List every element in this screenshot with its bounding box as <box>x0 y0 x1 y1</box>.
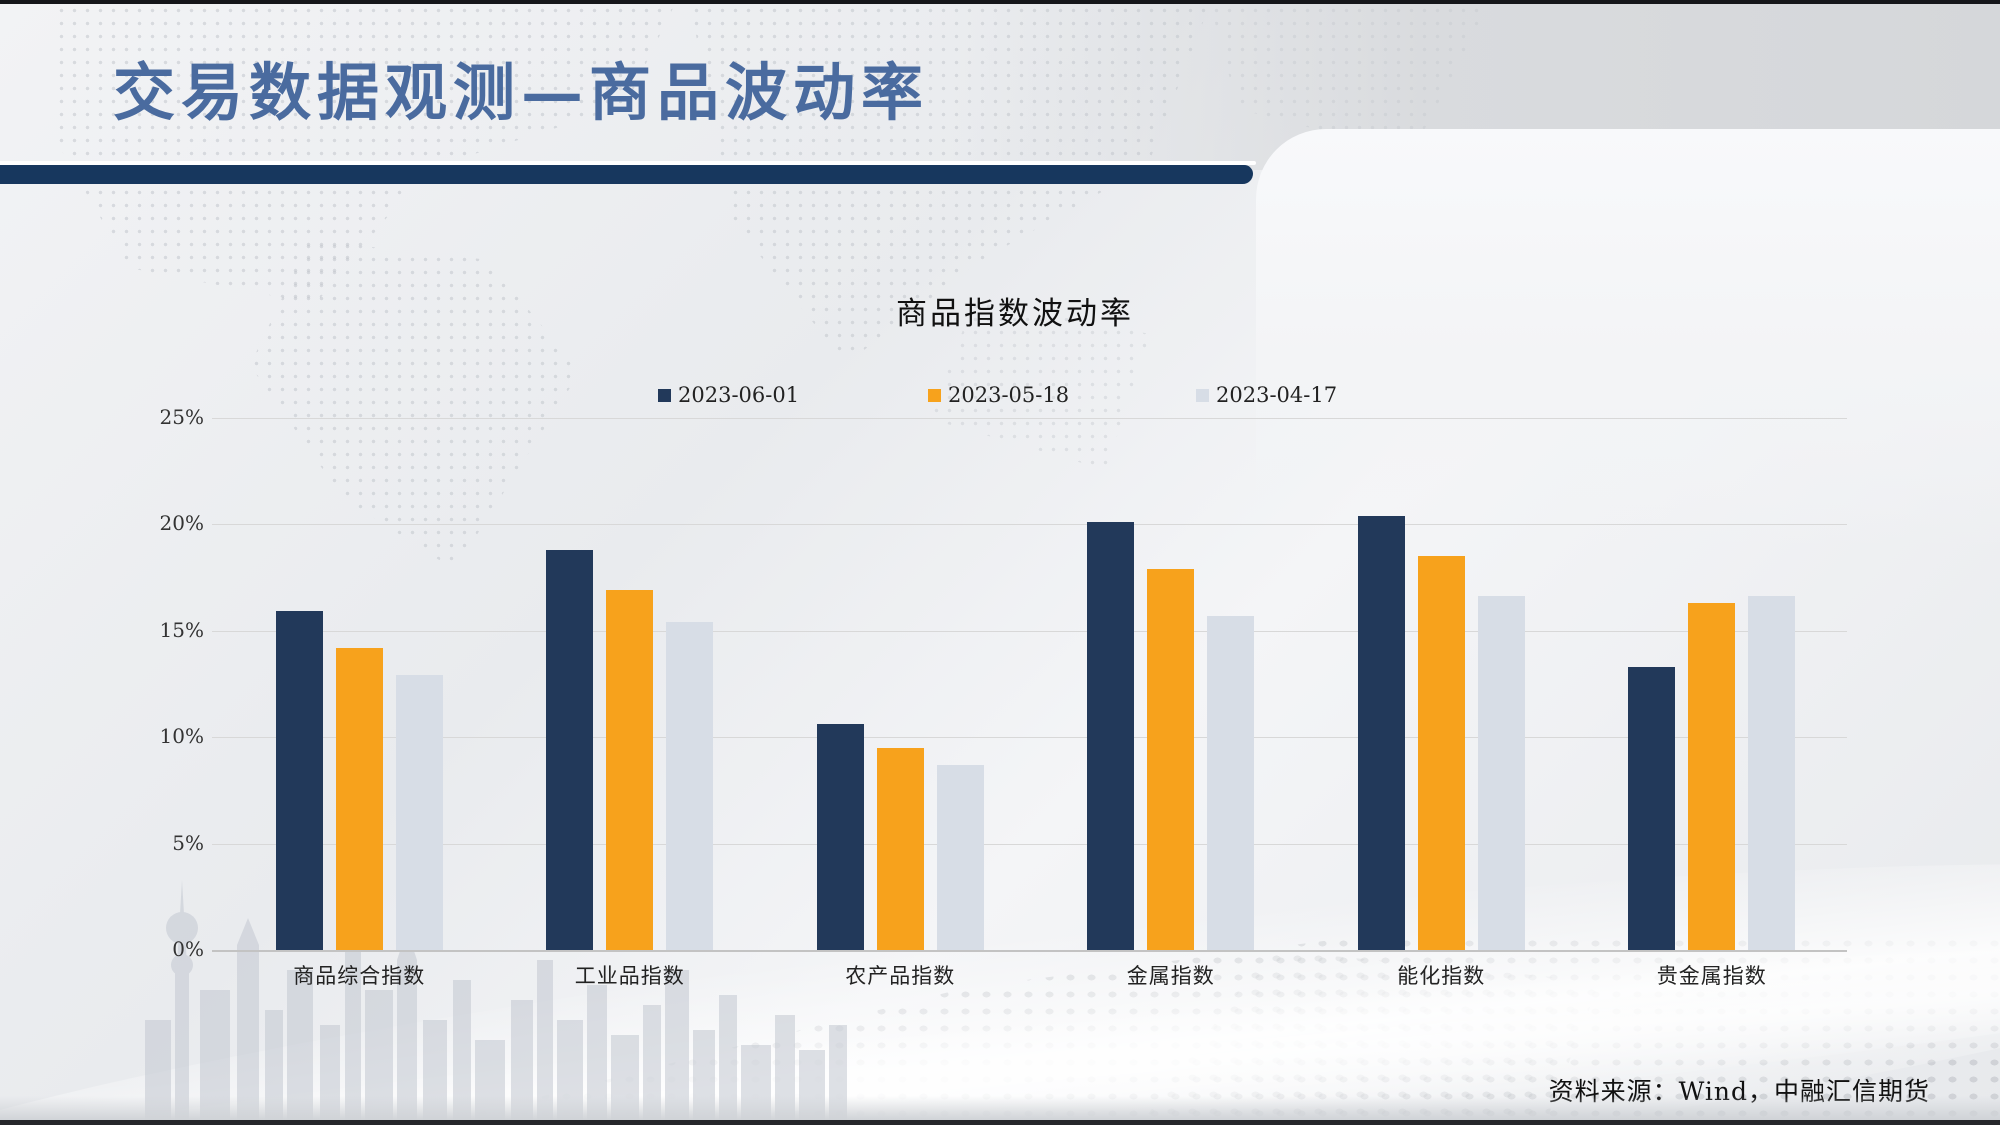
legend-swatch <box>928 388 941 402</box>
bar <box>876 747 924 950</box>
x-axis-category-label: 农产品指数 <box>845 964 956 988</box>
bar <box>1357 515 1405 950</box>
x-axis-line <box>212 950 1847 952</box>
bar <box>1628 666 1676 950</box>
x-axis-category-label: 能化指数 <box>1397 964 1486 988</box>
gridline <box>212 737 1847 738</box>
bar <box>666 622 714 950</box>
title-band-highlight <box>0 161 1256 165</box>
x-axis-category-label: 商品综合指数 <box>293 964 426 988</box>
bar <box>335 647 383 950</box>
gridline <box>212 417 1847 419</box>
legend-label: 2023-06-01 <box>678 383 800 407</box>
chart-title: 商品指数波动率 <box>896 296 1134 332</box>
bottom-edge-line <box>0 1120 2000 1125</box>
gridline <box>212 630 1847 632</box>
bar <box>936 764 984 950</box>
y-axis-tick-label: 0% <box>172 937 204 961</box>
bar <box>1417 556 1465 951</box>
gridline <box>212 843 1847 845</box>
title-underline-band <box>0 165 1253 184</box>
x-axis-category-label: 贵金属指数 <box>1656 964 1767 988</box>
legend-item: 2023-04-17 <box>1196 383 1338 407</box>
bottom-strip <box>0 1096 2000 1120</box>
bar <box>546 549 594 950</box>
legend-item: 2023-06-01 <box>658 383 800 407</box>
legend-swatch <box>658 388 671 402</box>
bar <box>816 724 864 950</box>
world-map-dots <box>250 240 580 570</box>
y-axis-tick-label: 10% <box>159 724 204 748</box>
x-axis-category-label: 金属指数 <box>1126 964 1215 988</box>
bar <box>1477 596 1525 950</box>
skyline-silhouette <box>145 880 847 1125</box>
bar <box>1207 615 1255 950</box>
content-panel <box>1256 129 2000 549</box>
legend-swatch <box>1196 388 1209 402</box>
bar <box>1688 602 1736 950</box>
bar <box>606 590 654 950</box>
gridline <box>212 524 1847 525</box>
legend-label: 2023-04-17 <box>1216 383 1338 407</box>
y-axis-tick-label: 25% <box>159 404 204 429</box>
x-axis-category-label: 工业品指数 <box>574 964 685 988</box>
legend-label: 2023-05-18 <box>948 383 1070 407</box>
bar <box>395 675 443 950</box>
bar <box>1147 568 1195 950</box>
legend-item: 2023-05-18 <box>928 383 1070 407</box>
top-edge-line <box>0 0 2000 4</box>
y-axis-tick-label: 15% <box>159 617 204 642</box>
y-axis-tick-label: 5% <box>172 830 204 855</box>
page-title: 交易数据观测—商品波动率 <box>113 56 930 129</box>
bar <box>275 611 323 950</box>
bar <box>1087 521 1135 950</box>
y-axis-tick-label: 20% <box>159 511 204 535</box>
bar <box>1748 596 1796 950</box>
